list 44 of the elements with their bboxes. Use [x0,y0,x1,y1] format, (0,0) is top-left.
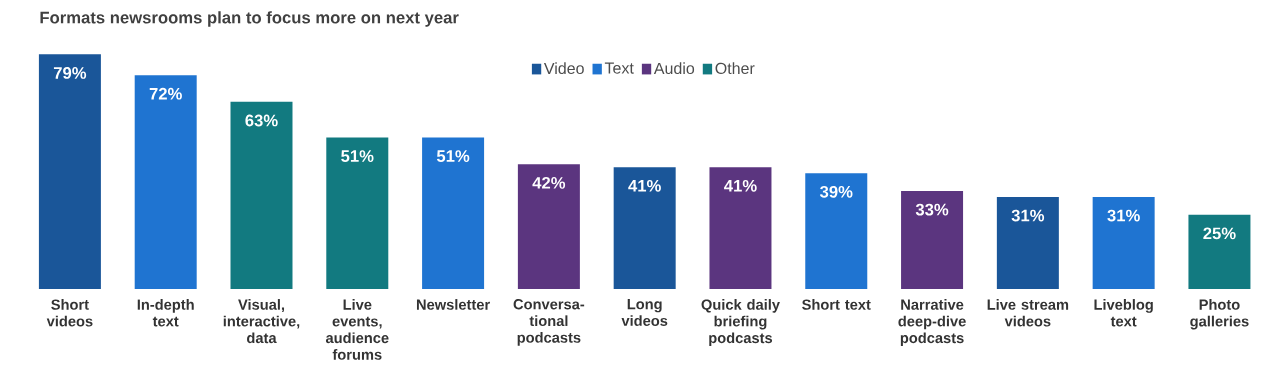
data-label: 41% [724,179,757,192]
data-label: 79% [53,67,87,79]
data-label: 31% [1107,209,1140,222]
data-label: 72% [149,87,182,100]
data-label: 63% [245,114,278,127]
bar [901,190,964,289]
bar [517,164,580,289]
data-label: 25% [1203,227,1236,240]
data-label: 51% [436,150,470,162]
bar [996,196,1059,289]
x-tick-label: Narrative deep-dive podcasts [898,299,966,347]
bar [134,75,197,289]
bar [1092,196,1155,289]
x-tick-label: Short videos [46,299,93,327]
x-tick-label: Conversa-tional podcasts [513,299,585,346]
x-tick-label: Quick daily briefing podcasts [701,299,780,347]
x-tick-label: Long videos [621,299,668,326]
data-label: 41% [628,179,661,192]
bar [38,54,101,289]
legend-label: Audio [653,62,695,75]
data-label: 42% [532,176,566,189]
legend-label: Video [543,62,584,75]
chart-title: Formats newsrooms plan to focus more on next year [40,11,459,27]
bar [1188,214,1251,289]
data-label: 51% [341,150,374,162]
x-tick-label: Newsletter [416,299,490,310]
bar [805,173,868,289]
x-tick-label: Liveblog text [1094,299,1153,327]
bar [613,167,676,289]
data-label: 33% [915,203,949,216]
bar [422,137,485,289]
legend-label: Other [715,62,755,75]
data-label: 31% [1011,209,1045,222]
x-tick-label: Short text [802,299,871,310]
x-tick-label: Visual, interactive, data [223,299,300,344]
x-tick-label: In-depth text [137,299,194,327]
bar [709,167,772,289]
data-label: 39% [819,185,853,198]
x-tick-label: Live events, audience forums [325,299,389,360]
bar [326,137,389,289]
x-tick-label: Photo galleries [1190,299,1249,330]
bar [230,101,293,289]
x-tick-label: Live stream videos [987,299,1069,327]
legend-label: Text [604,62,634,74]
